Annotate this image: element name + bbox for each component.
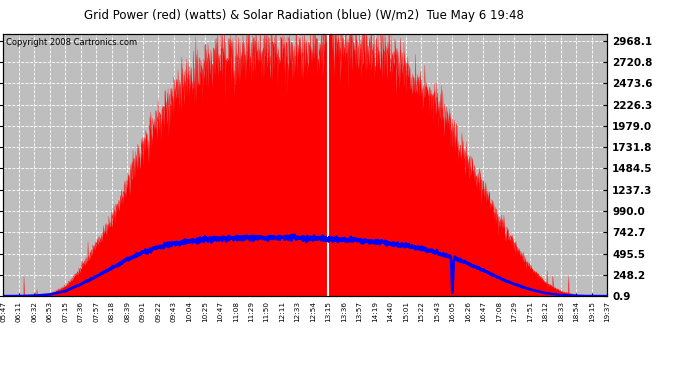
Text: Grid Power (red) (watts) & Solar Radiation (blue) (W/m2)  Tue May 6 19:48: Grid Power (red) (watts) & Solar Radiati… (83, 9, 524, 22)
Text: Copyright 2008 Cartronics.com: Copyright 2008 Cartronics.com (6, 38, 137, 47)
